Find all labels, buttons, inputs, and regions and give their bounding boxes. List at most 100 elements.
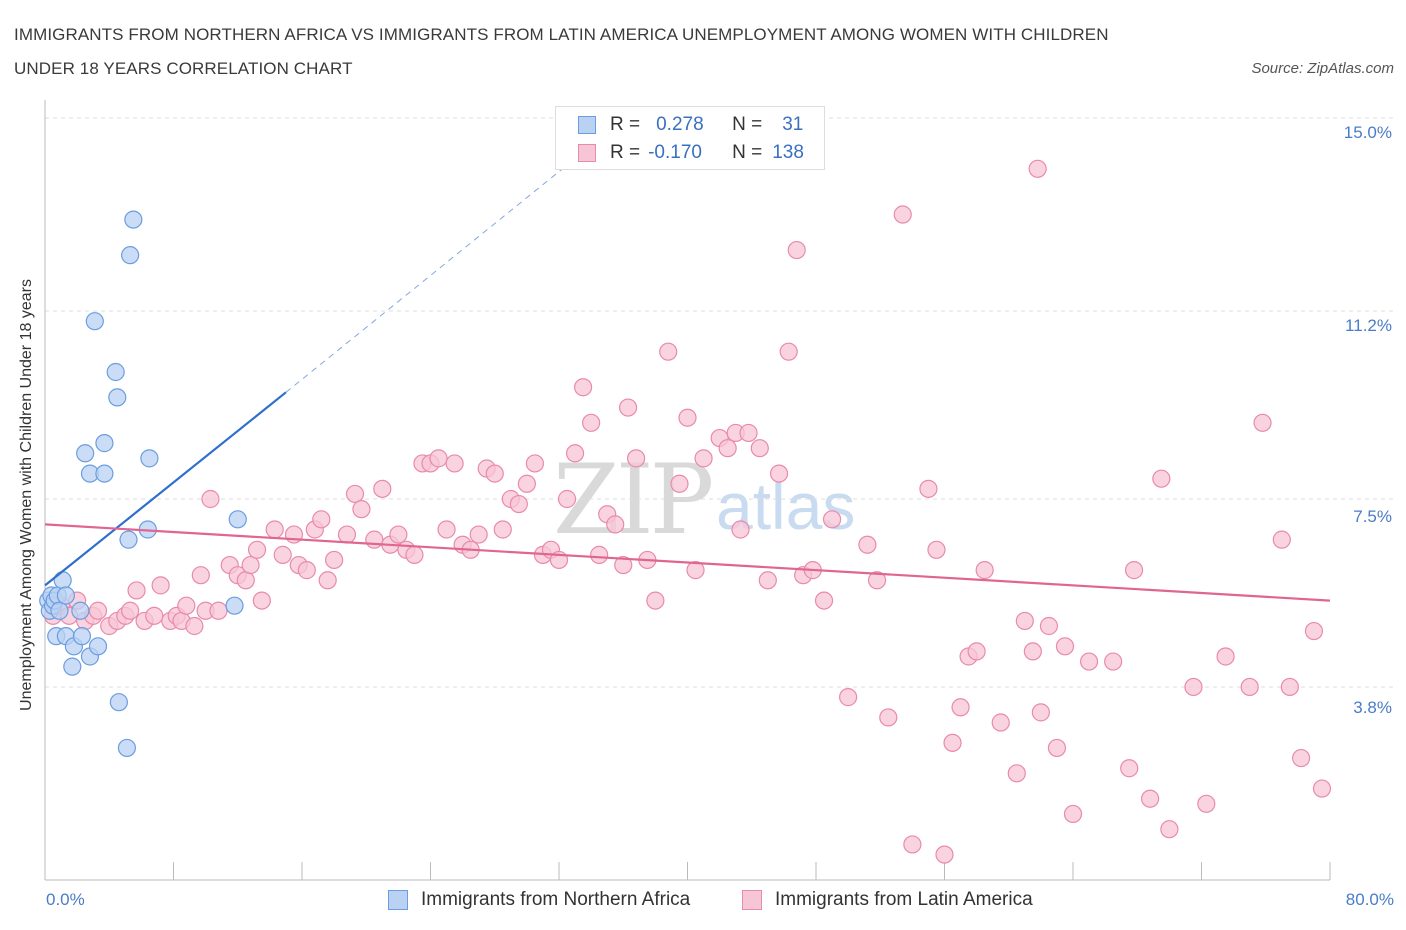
point-latin-america [967, 642, 986, 661]
point-latin-america [814, 591, 834, 610]
point-latin-america [1216, 647, 1235, 666]
point-latin-america [1031, 703, 1050, 722]
point-latin-america [493, 520, 512, 539]
point-latin-america [127, 581, 146, 600]
point-latin-america [337, 525, 357, 544]
point-latin-america [686, 561, 705, 580]
point-latin-america [325, 550, 344, 570]
point-northern-africa [119, 530, 138, 549]
legend-r-value: -0.170 [648, 142, 702, 163]
point-latin-america [1104, 652, 1123, 671]
legend-item-latin-america[interactable]: Immigrants from Latin America [742, 889, 1033, 911]
legend-label-latin-america: Immigrants from Latin America [775, 889, 1033, 910]
point-latin-america [1055, 637, 1075, 656]
point-latin-america [241, 555, 260, 575]
point-latin-america [822, 510, 842, 529]
point-northern-africa [108, 388, 127, 407]
point-latin-america [445, 454, 464, 473]
point-latin-america [670, 474, 689, 493]
point-latin-america [618, 398, 638, 417]
point-latin-america [1291, 748, 1311, 768]
point-latin-america [273, 545, 292, 564]
point-northern-africa [72, 627, 92, 646]
point-latin-america [201, 489, 220, 509]
point-latin-america [185, 616, 204, 636]
point-latin-america [1152, 469, 1171, 488]
trend-line-northern-africa-extension [285, 158, 576, 393]
legend-r-label: R = [610, 142, 641, 163]
point-northern-africa [124, 210, 143, 229]
point-latin-america [151, 576, 170, 595]
trend-line-latin-america [44, 523, 1331, 602]
point-latin-america [191, 566, 210, 585]
point-latin-america [437, 520, 456, 539]
point-latin-america [858, 535, 877, 554]
y-tick-label: 3.8% [1353, 698, 1392, 717]
point-northern-africa [56, 586, 75, 605]
point-latin-america [352, 500, 371, 519]
legend-n-value: 31 [782, 114, 804, 135]
y-tick-label: 11.2% [1345, 316, 1392, 335]
point-latin-america [1015, 611, 1034, 631]
correlation-legend: R = 0.278 N = 31 R = -0.170 N = 138 [555, 106, 825, 170]
trend-line-northern-africa [44, 391, 287, 587]
point-latin-america [590, 545, 609, 564]
legend-r-value: 0.278 [656, 114, 704, 135]
point-latin-america [1007, 764, 1026, 783]
point-latin-america [1120, 759, 1139, 778]
point-latin-america [731, 520, 750, 539]
point-latin-america [145, 606, 164, 625]
point-latin-america [565, 444, 585, 463]
point-northern-africa [109, 693, 128, 712]
point-latin-america [1028, 159, 1047, 178]
point-latin-america [678, 408, 697, 427]
legend-item-northern-africa[interactable]: Immigrants from Northern Africa [388, 889, 690, 911]
y-axis-label: Unemployment Among Women with Children U… [18, 279, 35, 711]
point-latin-america [469, 525, 488, 544]
point-latin-america [867, 571, 887, 590]
legend-r-label: R = [610, 114, 641, 135]
legend-swatch-pink [578, 144, 596, 162]
point-latin-america [252, 591, 271, 610]
legend-row-northern-africa: R = 0.278 N = 31 [578, 112, 803, 138]
legend-n-value: 138 [772, 142, 804, 163]
point-latin-america [879, 708, 898, 727]
point-latin-america [646, 591, 665, 610]
point-northern-africa [106, 362, 125, 382]
point-latin-america [345, 484, 365, 504]
point-latin-america [265, 520, 284, 539]
legend-row-latin-america: R = -0.170 N = 138 [578, 140, 804, 166]
point-latin-america [626, 449, 646, 468]
legend-swatch-blue [388, 890, 408, 910]
point-latin-america [1312, 779, 1332, 798]
point-latin-america [606, 515, 625, 534]
point-latin-america [1272, 530, 1291, 549]
point-latin-america [694, 449, 713, 468]
point-latin-america [758, 571, 777, 590]
point-latin-america [318, 571, 337, 590]
point-latin-america [769, 464, 789, 483]
point-latin-america [121, 601, 140, 620]
point-latin-america [297, 561, 316, 580]
point-latin-america [935, 845, 954, 864]
point-latin-america [779, 342, 798, 361]
point-latin-america [1253, 413, 1272, 432]
point-latin-america [1079, 652, 1099, 671]
point-latin-america [373, 479, 392, 498]
point-latin-america [1140, 789, 1160, 808]
point-northern-africa [50, 601, 69, 620]
point-northern-africa [228, 510, 247, 529]
point-latin-america [614, 555, 633, 575]
point-northern-africa [117, 738, 137, 758]
y-tick-label: 15.0% [1343, 123, 1392, 142]
point-northern-africa [53, 571, 72, 590]
point-latin-america [405, 545, 424, 564]
point-latin-america [365, 530, 384, 549]
point-latin-america [975, 561, 994, 580]
point-northern-africa [95, 464, 114, 483]
point-latin-america [525, 454, 545, 473]
point-northern-africa [95, 434, 114, 453]
point-latin-america [1124, 561, 1144, 580]
point-latin-america [209, 601, 228, 620]
point-latin-america [943, 733, 962, 752]
